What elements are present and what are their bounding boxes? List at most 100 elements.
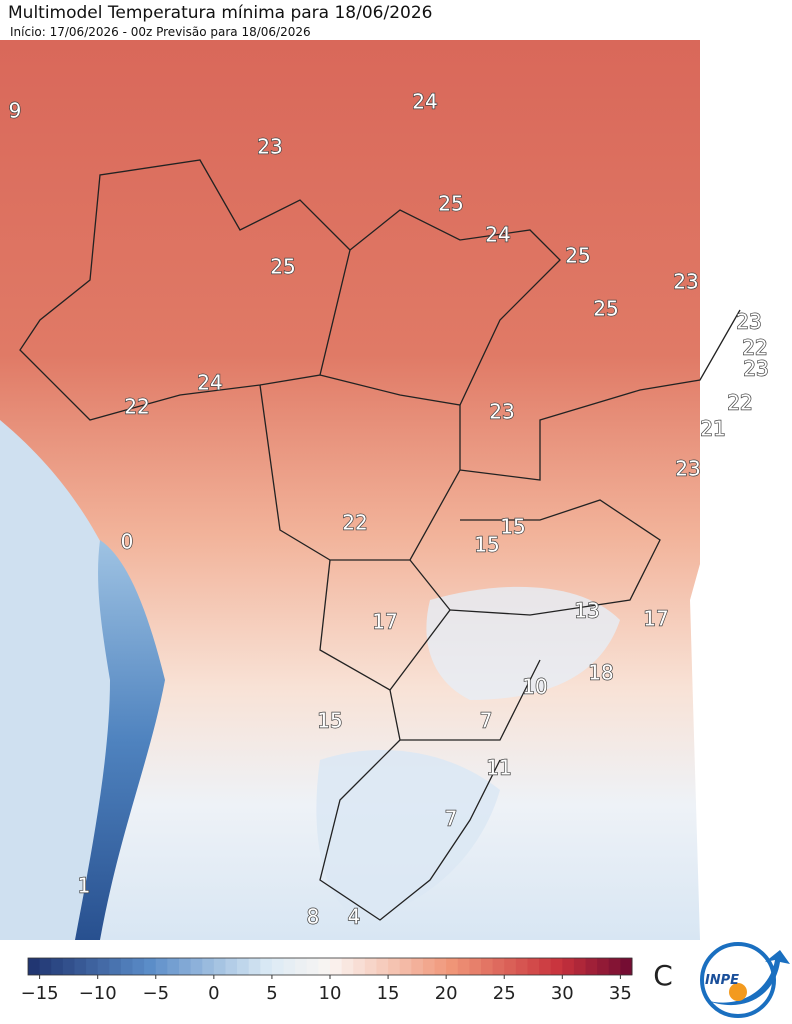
colorbar-swatch — [74, 958, 87, 975]
colorbar-swatch — [515, 958, 528, 975]
colorbar-swatch — [550, 958, 563, 975]
colorbar-unit: C — [653, 959, 673, 992]
logo-text: INPE — [705, 973, 739, 988]
temperature-label: 22 — [124, 395, 149, 419]
colorbar-tick-label: 15 — [377, 983, 400, 1004]
colorbar-swatch — [585, 958, 598, 975]
colorbar-swatch — [51, 958, 64, 975]
colorbar-swatch — [86, 958, 99, 975]
colorbar-swatch — [167, 958, 180, 975]
colorbar-swatch — [271, 958, 285, 975]
colorbar-tick-label: 25 — [493, 983, 516, 1004]
colorbar-swatch — [120, 958, 134, 975]
colorbar-swatch — [608, 958, 621, 975]
colorbar-swatch — [399, 958, 412, 975]
colorbar-tick-label: 5 — [266, 983, 277, 1004]
colorbar-swatch — [202, 958, 215, 975]
temperature-label: 22 — [342, 511, 367, 535]
temperature-label: 24 — [412, 90, 437, 114]
temperature-label: 11 — [486, 756, 511, 780]
temperature-label: 24 — [197, 371, 222, 395]
temperature-label: 23 — [675, 457, 700, 481]
colorbar-swatch — [434, 958, 447, 975]
colorbar-tick-label: 30 — [551, 983, 574, 1004]
colorbar-swatch — [492, 958, 505, 975]
colorbar-swatch — [306, 958, 319, 975]
colorbar-tick-label: −5 — [142, 983, 169, 1004]
colorbar-swatch — [295, 958, 308, 975]
title: Multimodel Temperatura mínima para 18/06… — [8, 3, 432, 23]
colorbar-swatch — [539, 958, 552, 975]
temperature-label: 23 — [743, 357, 768, 381]
temperature-label: 25 — [270, 255, 295, 279]
colorbar-swatch — [446, 958, 459, 975]
colorbar-swatch — [39, 958, 52, 975]
colorbar-swatch — [248, 958, 261, 975]
colorbar-swatch — [132, 958, 145, 975]
colorbar-swatch — [376, 958, 389, 975]
colorbar-swatch — [620, 958, 633, 975]
colorbar-swatch — [422, 958, 436, 975]
logo-dot — [729, 983, 747, 1001]
colorbar-swatch — [457, 958, 470, 975]
temperature-label: 10 — [522, 675, 547, 699]
temperature-label: 0 — [121, 530, 134, 554]
logo-arrow — [705, 950, 790, 1006]
colorbar-swatch — [237, 958, 250, 975]
subtitle: Início: 17/06/2026 - 00z Previsão para 1… — [10, 25, 311, 39]
temperature-label: 21 — [700, 417, 725, 441]
temperature-label: 17 — [372, 610, 397, 634]
colorbar-swatch — [341, 958, 354, 975]
colorbar-swatch — [179, 958, 192, 975]
temperature-label: 13 — [574, 599, 599, 623]
colorbar-swatch — [573, 958, 587, 975]
temperature-label: 22 — [742, 336, 767, 360]
borders — [19, 159, 741, 921]
temperature-label: 25 — [438, 192, 463, 216]
south-cold — [316, 750, 500, 920]
andes-cold — [75, 540, 165, 940]
colorbar-swatch — [155, 958, 168, 975]
temperature-label: 24 — [485, 223, 510, 247]
temperature-label: 23 — [736, 310, 761, 334]
colorbar-swatch — [388, 958, 401, 975]
colorbar-swatch — [330, 958, 343, 975]
colorbar-tick-label: 20 — [435, 983, 458, 1004]
colorbar-swatch — [144, 958, 157, 975]
colorbar-swatch — [213, 958, 226, 975]
colorbar-swatch — [260, 958, 273, 975]
temperature-label: 17 — [643, 607, 668, 631]
temperature-label: 25 — [593, 297, 618, 321]
colorbar-swatch — [527, 958, 540, 975]
colorbar-swatch — [225, 958, 238, 975]
temperature-label: 23 — [489, 400, 514, 424]
colorbar-swatch — [28, 958, 41, 975]
colorbar-tick-label: −10 — [79, 983, 117, 1004]
colorbar-swatch — [364, 958, 377, 975]
colorbar-tick-label: 35 — [609, 983, 632, 1004]
map — [0, 40, 792, 940]
temperature-label: 8 — [307, 905, 320, 929]
temperature-label: 7 — [445, 807, 458, 831]
temperature-label: 1 — [78, 874, 91, 898]
southeast-cool — [426, 586, 620, 700]
colorbar-swatch — [597, 958, 610, 975]
temperature-label: 4 — [348, 905, 361, 929]
colorbar-tick-label: −15 — [21, 983, 59, 1004]
temperature-label: 9 — [9, 99, 22, 123]
temperature-label: 22 — [727, 391, 752, 415]
temperature-label: 15 — [317, 709, 342, 733]
temperature-label: 23 — [257, 135, 282, 159]
colorbar-swatch — [190, 958, 203, 975]
colorbar-swatch — [562, 958, 575, 975]
ocean — [690, 40, 792, 940]
temperature-label: 23 — [673, 270, 698, 294]
colorbar-swatch — [283, 958, 296, 975]
colorbar-tick-label: 10 — [319, 983, 342, 1004]
temperature-label: 15 — [474, 533, 499, 557]
colorbar-swatch — [504, 958, 517, 975]
colorbar-swatch — [97, 958, 110, 975]
colorbar-swatch — [411, 958, 424, 975]
